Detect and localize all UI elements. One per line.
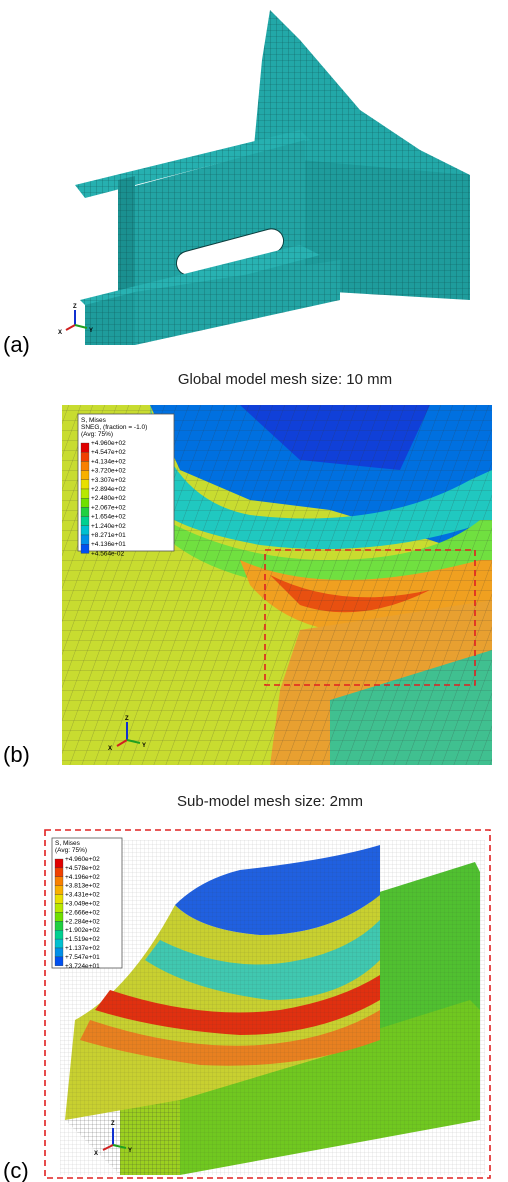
legend-swatch	[55, 921, 63, 930]
legend-entry: +4.134e+02	[91, 458, 126, 465]
legend-swatch	[55, 957, 63, 966]
legend-entry: +3.813e+02	[65, 883, 100, 890]
legend-swatch	[55, 930, 63, 939]
legend-swatch	[55, 868, 63, 877]
triad-label: Y	[142, 743, 146, 749]
legend-swatch	[81, 471, 89, 480]
legend-swatch	[55, 859, 63, 868]
legend-title: S, Mises	[55, 840, 81, 847]
legend-entry: +1.902e+02	[65, 927, 100, 934]
legend-swatch	[55, 939, 63, 948]
legend-swatch	[81, 461, 89, 470]
legend-swatch	[55, 948, 63, 957]
figure: Z X Y (a) Global model mesh size: 10 mm …	[0, 0, 508, 1182]
triad-a	[66, 310, 87, 330]
legend-swatch	[55, 895, 63, 904]
legend-entry: +1.240e+02	[91, 523, 126, 530]
legend-entry: +3.431e+02	[65, 892, 100, 899]
legend-entry: +2.284e+02	[65, 918, 100, 925]
legend-entry: +7.547e+01	[65, 954, 100, 961]
legend-c-items: S, Mises(Avg: 75%) +4.960e+02 +4.578e+02 +4…	[55, 840, 100, 970]
legend-swatch	[81, 535, 89, 544]
legend-title: (Avg: 75%)	[55, 847, 87, 854]
panel-caption: Global model mesh size: 10 mm	[178, 371, 392, 388]
legend-entry: +8.271e+01	[91, 532, 126, 539]
legend-swatch	[55, 886, 63, 895]
triad-label: Y	[128, 1148, 132, 1154]
panel-a-model	[75, 10, 470, 345]
triad-label: X	[58, 330, 62, 336]
legend-swatch	[81, 489, 89, 498]
legend-swatch	[81, 443, 89, 452]
panel-label: (a)	[3, 332, 30, 357]
legend-swatch	[81, 480, 89, 489]
panel-caption: Sub-model mesh size: 2mm	[177, 793, 363, 810]
legend-entry: +4.960e+02	[65, 856, 100, 863]
legend-entry: +4.578e+02	[65, 865, 100, 872]
legend-title: S, Mises	[81, 417, 107, 424]
legend-entry: +4.196e+02	[65, 874, 100, 881]
legend-entry: +2.067e+02	[91, 504, 126, 511]
legend-swatch	[55, 904, 63, 913]
legend-swatch	[81, 507, 89, 516]
triad-label: Z	[73, 304, 77, 310]
panel-label: (c)	[3, 1158, 29, 1182]
triad-label: Y	[89, 328, 93, 334]
legend-entry: +2.666e+02	[65, 909, 100, 916]
legend-title: (Avg: 75%)	[81, 431, 113, 438]
legend-entry: +3.049e+02	[65, 901, 100, 908]
triad-label: X	[94, 1151, 98, 1157]
legend-swatch	[81, 498, 89, 507]
legend-entry: +3.720e+02	[91, 468, 126, 475]
legend-entry: +2.894e+02	[91, 486, 126, 493]
legend-entry: +1.137e+02	[65, 945, 100, 952]
legend-swatch	[55, 877, 63, 886]
legend-swatch	[55, 912, 63, 921]
page: Z X Y (a) Global model mesh size: 10 mm …	[0, 0, 508, 1182]
legend-entry: +2.480e+02	[91, 495, 126, 502]
legend-title: SNEG, (fraction = -1.0)	[81, 424, 147, 431]
legend-swatch	[81, 526, 89, 535]
legend-entry: +1.519e+02	[65, 936, 100, 943]
legend-entry: +1.654e+02	[91, 514, 126, 521]
triad-label: Z	[111, 1121, 115, 1127]
legend-entry: +4.547e+02	[91, 449, 126, 456]
triad-label: X	[108, 746, 112, 752]
legend-swatch	[81, 544, 89, 553]
legend-swatch	[81, 452, 89, 461]
panel-c-model	[60, 840, 485, 1175]
legend-entry: +4.960e+02	[91, 440, 126, 447]
legend-entry: +4.564e-02	[91, 550, 124, 557]
legend-entry: +4.136e+01	[91, 541, 126, 548]
legend-entry: +3.307e+02	[91, 477, 126, 484]
panel-label: (b)	[3, 742, 30, 767]
legend-entry: +3.724e+01	[65, 963, 100, 970]
triad-label: Z	[125, 716, 129, 722]
legend-swatch	[81, 517, 89, 526]
